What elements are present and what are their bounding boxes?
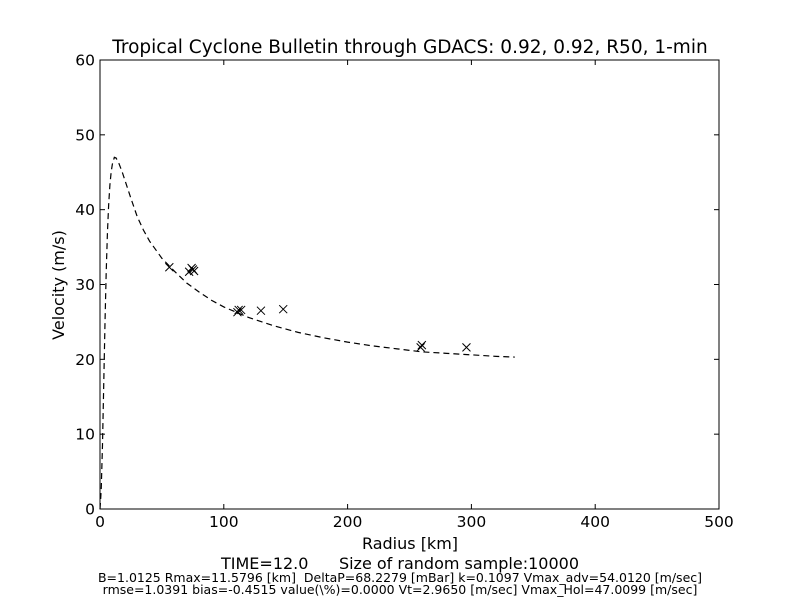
holland-wind-profile-line bbox=[99, 156, 515, 510]
footer-parameters: B=1.0125 Rmax=11.5796 [km] DeltaP=68.227… bbox=[97, 570, 703, 585]
observation-marker bbox=[256, 306, 266, 316]
observation-marker bbox=[416, 343, 425, 352]
y-tick-label: 30 bbox=[75, 276, 95, 294]
axes-frame bbox=[99, 59, 720, 510]
x-tick-label: 0 bbox=[95, 513, 105, 531]
x-tick-label: 400 bbox=[580, 513, 610, 531]
y-axis-label: Velocity (m/s) bbox=[49, 230, 68, 340]
y-tick-label: 20 bbox=[75, 351, 95, 369]
footer-statistics: rmse=1.0391 bias=-0.4515 value(\%)=0.000… bbox=[102, 582, 698, 597]
y-tick-label: 50 bbox=[75, 126, 95, 144]
x-tick-label: 300 bbox=[457, 513, 487, 531]
x-axis-label: Radius [km] bbox=[362, 534, 458, 553]
observation-marker bbox=[417, 340, 427, 350]
observation-marker bbox=[462, 343, 471, 352]
x-tick-label: 200 bbox=[333, 513, 363, 531]
plot-area bbox=[99, 156, 515, 510]
observation-marker bbox=[234, 305, 244, 315]
observation-marker bbox=[278, 304, 288, 314]
y-tick-label: 60 bbox=[75, 52, 95, 70]
footer-time-sample: TIME=12.0 Size of random sample:10000 bbox=[221, 554, 579, 573]
observation-marker bbox=[164, 262, 174, 272]
observation-marker bbox=[189, 266, 199, 276]
axis-ticks: 0 100 200 300 400 500 0 10 20 30 40 50 60 bbox=[75, 52, 734, 532]
observation-marker bbox=[236, 305, 246, 315]
y-tick-label: 10 bbox=[75, 426, 95, 444]
y-tick-label: 40 bbox=[75, 201, 95, 219]
x-tick-label: 500 bbox=[704, 513, 734, 531]
y-tick-label: 0 bbox=[85, 501, 95, 519]
chart-title: Tropical Cyclone Bulletin through GDACS:… bbox=[111, 37, 707, 58]
x-tick-label: 100 bbox=[209, 513, 239, 531]
